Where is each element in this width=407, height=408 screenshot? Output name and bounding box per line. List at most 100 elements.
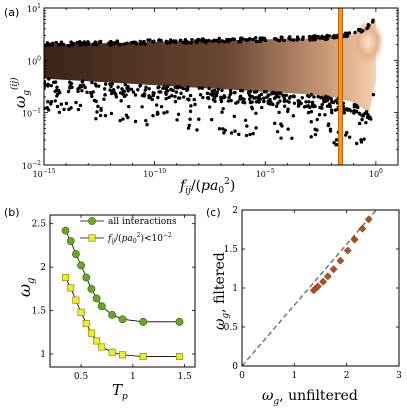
panel-a-outlier-point [232, 90, 237, 95]
panel-a-outlier-point [123, 82, 127, 87]
panel-a-outlier-point [315, 117, 319, 122]
panel-b-series [61, 226, 184, 361]
panel-a-outlier-point [295, 38, 299, 42]
panel-a-outlier-point [90, 80, 94, 85]
panel-a-outlier-point [195, 128, 199, 132]
panel-a-outlier-point [273, 91, 278, 95]
panel-a-outlier-point [143, 88, 147, 92]
panel-a-xtick-label: 10−5 [256, 168, 275, 179]
panel-c-xtick-label: 2 [344, 371, 350, 381]
series-point-filtered [108, 348, 116, 356]
panel-a-outlier-point [143, 42, 147, 46]
panel-a-outlier-point [275, 38, 280, 42]
panel-a-outlier-point [243, 118, 248, 122]
panel-a-outlier-point [325, 33, 329, 38]
panel-a-outlier-point [103, 82, 108, 86]
panel-a-outlier-point [119, 99, 123, 103]
panel-a-outlier-point [80, 41, 84, 45]
panel-a-outlier-point [121, 117, 125, 121]
panel-a-outlier-point [49, 102, 53, 106]
panel-a-outlier-point [325, 104, 330, 108]
panel-a-outlier-point [147, 87, 151, 91]
panel-a-outlier-point [253, 36, 258, 40]
panel-c-point [336, 256, 345, 265]
panel-a-outlier-point [164, 96, 168, 101]
panel-a-outlier-point [168, 40, 173, 45]
panel-a-outlier-point [354, 103, 359, 108]
panel-a-outlier-point [263, 38, 268, 43]
panel-a-outlier-point [259, 39, 263, 44]
panel-a-outlier-point [244, 133, 249, 138]
panel-a-outlier-point [226, 99, 231, 103]
panel-a-outlier-point [192, 97, 196, 102]
panel-a-outlier-point [258, 97, 263, 101]
panel-a-outlier-point [46, 100, 50, 104]
panel-a-outlier-point [197, 117, 201, 121]
panel-a-outlier-point [76, 89, 80, 94]
panel-a-outlier-point [221, 127, 225, 131]
panel-a-outlier-point [312, 95, 316, 99]
panel-a-outlier-point [111, 89, 116, 93]
panel-a-outlier-point [255, 39, 260, 44]
panel-a-outlier-point [287, 96, 292, 100]
panel-c-ytick-label: 1 [232, 284, 238, 294]
svg-text:ωg: ωg [15, 278, 37, 297]
panel-a-outlier-point [220, 110, 224, 114]
panel-a-outlier-point [103, 93, 107, 97]
series-point-filtered [98, 343, 106, 351]
panel-a-outlier-point [164, 90, 168, 95]
panel-a-label: (a) [4, 6, 19, 19]
panel-a-outlier-point [342, 111, 346, 115]
panel-b-ytick-label: 1.5 [32, 307, 47, 317]
panel-c-xtick-label: 0 [239, 371, 245, 381]
panel-a-outlier-point [212, 38, 216, 43]
panel-a-outlier-point [193, 102, 197, 107]
panel-a-outlier-point [174, 90, 179, 94]
panel-a-outlier-point [156, 85, 160, 90]
panel-a-outlier-point [51, 41, 55, 46]
panel-a-outlier-point [210, 117, 214, 122]
legend-marker-all [88, 217, 96, 225]
series-point-all [66, 237, 75, 245]
panel-a-outlier-point [170, 93, 174, 98]
panel-a-outlier-point [67, 44, 71, 48]
panel-a-outlier-point [325, 98, 330, 102]
panel-a-outlier-point [300, 96, 304, 100]
panel-a-outlier-point [358, 28, 363, 33]
panel-a-outlier-point [287, 36, 291, 40]
panel-a-outlier-point [370, 20, 375, 24]
panel-a-outlier-point [188, 93, 193, 98]
panel-a-outlier-point [140, 105, 144, 109]
panel-a-outlier-point [274, 95, 278, 99]
panel-a-outlier-point [99, 106, 103, 111]
panel-a-outlier-point [354, 109, 359, 114]
panel-b: 0.5 1 1.5 1 1.5 2 2.5 (b) Tp ωg all interactio… [4, 206, 196, 402]
panel-a-outlier-point [282, 99, 287, 103]
panel-a-outlier-point [260, 105, 264, 110]
panel-a-outlier-point [248, 100, 253, 105]
panel-c: 0 1 2 3 0 0.5 1 1.5 2 (c) ωg, unfiltered ωg, fil… [206, 206, 402, 407]
panel-a-outlier-point [131, 90, 136, 94]
panel-a-outlier-point [273, 121, 277, 126]
panel-b-legend: all interactions fij/(pa02)<10−2 [80, 217, 177, 245]
panel-c-ytick-label: 1.5 [224, 245, 239, 255]
panel-a-outlier-point [121, 92, 125, 96]
panel-a: 10−15 10−10 10−5 100 10−2 10−1 100 101 (a) fij/… [4, 3, 399, 196]
panel-a-outlier-point [332, 141, 336, 145]
panel-a-outlier-point [279, 91, 283, 96]
panel-a-outlier-point [97, 84, 101, 88]
panel-a-outlier-point [200, 86, 204, 90]
panel-a-outlier-point [334, 98, 338, 103]
panel-a-outlier-point [285, 99, 289, 103]
panel-b-ylabel: ωg [15, 278, 37, 297]
panel-a-outlier-point [240, 37, 245, 41]
panel-a-outlier-point [233, 129, 237, 133]
panel-a-outlier-point [64, 101, 69, 106]
panel-a-outlier-point [274, 104, 279, 108]
panel-a-outlier-point [279, 37, 284, 41]
panel-a-outlier-point [249, 94, 253, 98]
legend-label-filtered: fij/(pa02)<10−2 [107, 232, 172, 245]
panel-a-outlier-point [145, 122, 149, 127]
panel-a-outlier-point [62, 107, 66, 112]
panel-a-outlier-point [86, 40, 90, 44]
